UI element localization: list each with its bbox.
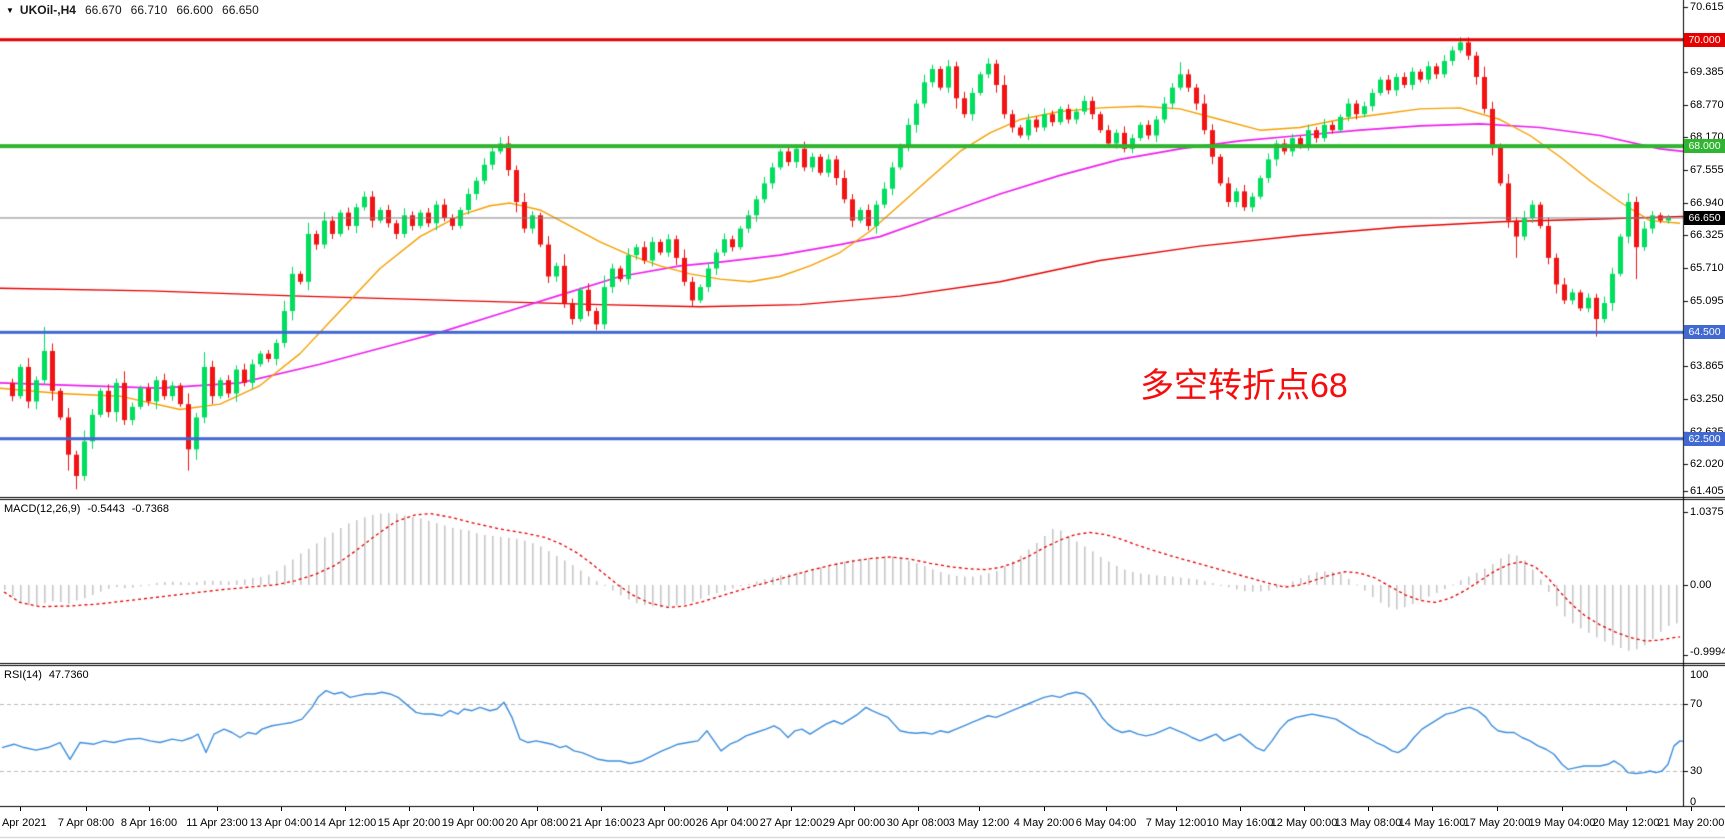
time-axis-tick <box>979 807 980 811</box>
time-tick-label: 8 Apr 16:00 <box>120 817 178 829</box>
time-axis-tick <box>1106 807 1107 811</box>
time-tick-label: 20 Apr 08:00 <box>505 817 569 829</box>
time-tick-label: 27 Apr 12:00 <box>759 817 823 829</box>
time-tick-label: 30 Apr 08:00 <box>886 817 950 829</box>
time-tick-label: 26 Apr 04:00 <box>695 817 759 829</box>
time-axis-tick <box>1432 807 1433 811</box>
time-tick-label: 19 May 04:00 <box>1528 817 1596 829</box>
price-tick-label: 69.385 <box>1690 66 1724 78</box>
time-tick-label: 20 May 12:00 <box>1592 817 1660 829</box>
macd-axis-tick-label: 0.00 <box>1690 579 1712 591</box>
macd-name: MACD(12,26,9) <box>4 503 81 515</box>
price-tick-label: 65.710 <box>1690 262 1724 274</box>
time-tick-label: 3 May 12:00 <box>948 817 1010 829</box>
time-axis-tick <box>281 807 282 811</box>
time-tick-label: 21 May 20:00 <box>1657 817 1725 829</box>
close-price-value: 66.650 <box>222 3 259 17</box>
time-tick-label: 4 May 20:00 <box>1013 817 1075 829</box>
time-axis-tick <box>1304 807 1305 811</box>
macd-signal-value: -0.7368 <box>131 503 170 515</box>
time-axis-tick <box>664 807 665 811</box>
chart-title-bar: ▼ UKOil-,H4 66.670 66.710 66.600 66.650 <box>6 3 259 17</box>
time-axis-tick <box>854 807 855 811</box>
price-tick-label: 63.250 <box>1690 393 1724 405</box>
rsi-axis-tick-label: 30 <box>1690 765 1703 777</box>
rsi-value: 47.7360 <box>48 669 89 681</box>
time-axis-tick <box>20 807 21 811</box>
time-tick-label: 17 May 20:00 <box>1463 817 1531 829</box>
time-axis-tick <box>918 807 919 811</box>
time-tick-label: 13 Apr 04:00 <box>249 817 313 829</box>
macd-axis-tick-label: 1.0375 <box>1690 506 1724 518</box>
time-tick-label: 23 Apr 00:00 <box>632 817 696 829</box>
time-axis-tick <box>409 807 410 811</box>
price-tick-label: 62.020 <box>1690 458 1724 470</box>
high-price-value: 66.710 <box>130 3 168 17</box>
time-axis-tick <box>1562 807 1563 811</box>
time-axis-tick <box>149 807 150 811</box>
price-tick-label: 61.405 <box>1690 485 1724 497</box>
time-tick-label: 10 May 16:00 <box>1206 817 1274 829</box>
low-price-value: 66.600 <box>176 3 214 17</box>
rsi-name: RSI(14) <box>4 669 42 681</box>
rsi-axis-tick-label: 100 <box>1690 669 1709 681</box>
price-tick-label: 63.865 <box>1690 360 1724 372</box>
rsi-axis-tick-label: 70 <box>1690 698 1703 710</box>
time-axis-tick <box>345 807 346 811</box>
time-axis-tick <box>727 807 728 811</box>
open-price-value: 66.670 <box>84 3 122 17</box>
macd-value: -0.5443 <box>87 503 125 515</box>
time-axis-tick <box>473 807 474 811</box>
price-badge-62500: 62.500 <box>1684 432 1725 446</box>
price-tick-label: 68.770 <box>1690 99 1724 111</box>
price-tick-label: 70.615 <box>1690 1 1724 13</box>
time-axis-tick <box>1240 807 1241 811</box>
price-tick-label: 66.940 <box>1690 197 1724 209</box>
time-tick-label: 7 Apr 08:00 <box>57 817 115 829</box>
time-axis-tick <box>1044 807 1045 811</box>
time-axis-tick <box>1691 807 1692 811</box>
rsi-indicator-label: RSI(14) 47.7360 <box>4 669 89 681</box>
time-tick-label: 14 May 16:00 <box>1398 817 1466 829</box>
time-tick-label: 14 Apr 12:00 <box>313 817 377 829</box>
time-axis-tick <box>86 807 87 811</box>
price-tick-label: 67.555 <box>1690 164 1724 176</box>
price-badge-70000: 70.000 <box>1684 33 1725 47</box>
time-axis-tick <box>1368 807 1369 811</box>
rsi-axis-tick-label: 0 <box>1690 796 1697 808</box>
time-tick-label: 7 May 12:00 <box>1145 817 1207 829</box>
time-tick-label: 29 Apr 00:00 <box>822 817 886 829</box>
chevron-down-icon[interactable]: ▼ <box>6 5 14 15</box>
time-axis-tick <box>537 807 538 811</box>
time-tick-label: 13 May 08:00 <box>1334 817 1402 829</box>
time-axis-tick <box>1176 807 1177 811</box>
time-axis-tick <box>1497 807 1498 811</box>
time-tick-label: 5 Apr 2021 <box>0 817 47 829</box>
price-badge-66650: 66.650 <box>1684 211 1725 225</box>
price-tick-label: 66.325 <box>1690 229 1724 241</box>
price-badge-64500: 64.500 <box>1684 325 1725 339</box>
time-axis-tick <box>217 807 218 811</box>
time-tick-label: 6 May 04:00 <box>1075 817 1137 829</box>
time-tick-label: 19 Apr 00:00 <box>441 817 505 829</box>
time-axis-tick <box>601 807 602 811</box>
macd-indicator-label: MACD(12,26,9) -0.5443 -0.7368 <box>4 503 169 515</box>
symbol-timeframe-label: UKOil-,H4 <box>19 3 76 17</box>
time-tick-label: 15 Apr 20:00 <box>377 817 441 829</box>
price-tick-label: 65.095 <box>1690 295 1724 307</box>
time-tick-label: 12 May 00:00 <box>1270 817 1338 829</box>
time-axis-tick <box>791 807 792 811</box>
price-badge-68000: 68.000 <box>1684 139 1725 153</box>
time-tick-label: 11 Apr 23:00 <box>186 817 248 829</box>
bull-bear-turning-point-annotation: 多空转折点68 <box>1140 367 1348 405</box>
time-tick-label: 21 Apr 16:00 <box>569 817 633 829</box>
macd-axis-tick-label: -0.9994 <box>1690 646 1725 658</box>
time-axis-tick <box>1626 807 1627 811</box>
